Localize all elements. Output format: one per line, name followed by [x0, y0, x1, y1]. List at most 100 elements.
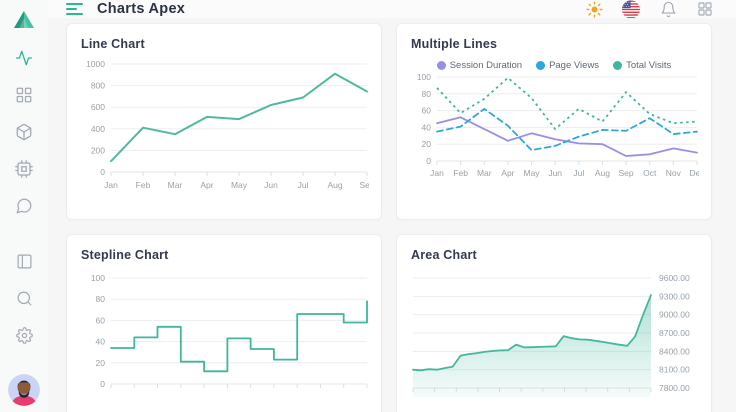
line-chart: 0 200 400 600 800 1000 Jan Feb Mar Apr May Jun Jul Au… — [81, 60, 369, 202]
svg-text:Nov: Nov — [666, 168, 682, 178]
sidebar — [0, 0, 48, 412]
card-title-line-chart: Line Chart — [81, 37, 145, 51]
svg-text:Feb: Feb — [453, 168, 468, 178]
svg-text:9000.00: 9000.00 — [659, 310, 690, 320]
svg-text:Jun: Jun — [264, 180, 278, 190]
svg-text:400: 400 — [91, 124, 105, 134]
legend-item[interactable]: Total Visits — [613, 60, 671, 71]
svg-text:600: 600 — [91, 102, 105, 112]
svg-text:0: 0 — [100, 379, 105, 389]
svg-text:Mar: Mar — [477, 168, 492, 178]
sidebar-item-chat[interactable] — [15, 197, 33, 215]
avatar-image — [8, 374, 40, 406]
multiple-lines-card: Multiple Lines Session Duration Page View… — [396, 23, 712, 220]
sidebar-item-charts[interactable] — [15, 49, 33, 67]
svg-text:8100.00: 8100.00 — [659, 365, 690, 375]
svg-text:40: 40 — [422, 122, 432, 132]
sidebar-panel-icon — [17, 254, 31, 268]
triangle-logo-icon — [14, 11, 34, 28]
card-title-multiple-lines: Multiple Lines — [411, 37, 498, 51]
sidebar-item-system[interactable] — [15, 160, 33, 178]
header-actions — [585, 0, 714, 18]
svg-text:9600.00: 9600.00 — [659, 273, 690, 283]
svg-text:Jan: Jan — [430, 168, 444, 178]
svg-text:80: 80 — [96, 294, 106, 304]
svg-text:60: 60 — [422, 106, 432, 116]
cpu-icon — [15, 160, 33, 178]
notifications-button[interactable] — [659, 0, 677, 18]
svg-text:200: 200 — [91, 145, 105, 155]
legend-label: Total Visits — [626, 60, 672, 71]
box-icon — [16, 123, 32, 141]
language-us-flag-icon — [622, 0, 640, 18]
card-title-stepline-chart: Stepline Chart — [81, 248, 169, 262]
theme-sun-icon — [585, 0, 603, 18]
svg-text:May: May — [524, 168, 541, 178]
top-header: Charts Apex — [48, 0, 736, 18]
svg-text:Apr: Apr — [200, 180, 213, 190]
svg-text:Jan: Jan — [104, 180, 118, 190]
user-avatar[interactable] — [8, 374, 40, 406]
svg-text:20: 20 — [422, 139, 432, 149]
settings-gear-icon — [15, 326, 33, 344]
apps-grid-icon — [698, 2, 712, 16]
language-selector[interactable] — [622, 0, 640, 18]
chart-legend: Session Duration Page Views Total Visits — [411, 60, 697, 71]
svg-text:20: 20 — [96, 358, 106, 368]
legend-marker-icon — [613, 61, 623, 70]
svg-text:0: 0 — [426, 156, 431, 166]
legend-marker-icon — [536, 61, 546, 70]
svg-text:Aug: Aug — [327, 180, 342, 190]
search-icon — [17, 291, 31, 305]
chat-bubble-icon — [16, 198, 32, 214]
sidebar-item-dashboard[interactable] — [15, 86, 33, 104]
settings-button[interactable] — [15, 326, 33, 344]
svg-text:0: 0 — [100, 167, 105, 177]
area-chart-card: Area Chart 7800.00 8100.00 8400.00 8700.00 9… — [396, 234, 712, 412]
legend-item[interactable]: Session Duration — [436, 60, 523, 71]
toggle-panel-button[interactable] — [15, 252, 33, 270]
svg-text:80: 80 — [422, 89, 432, 99]
svg-text:Jun: Jun — [548, 168, 562, 178]
multiple-lines-chart: 0 20 40 60 80 100 Jan Feb Mar Apr May Jun Jul Aug Sep O… — [411, 74, 699, 182]
svg-text:Oct: Oct — [643, 168, 657, 178]
theme-toggle-button[interactable] — [585, 0, 603, 18]
dashboard-grid-icon — [16, 87, 32, 103]
svg-text:8700.00: 8700.00 — [659, 328, 690, 338]
notifications-bell-icon — [661, 1, 675, 17]
svg-text:1000: 1000 — [86, 60, 105, 69]
svg-text:Aug: Aug — [595, 168, 610, 178]
svg-text:Jul: Jul — [298, 180, 309, 190]
stepline-chart-card: Stepline Chart 0 20 40 60 80 100 — [66, 234, 382, 412]
sidebar-item-components[interactable] — [15, 123, 33, 141]
svg-text:Feb: Feb — [136, 180, 151, 190]
hamburger-menu-icon[interactable] — [66, 3, 83, 15]
legend-label: Page Views — [549, 60, 600, 71]
svg-text:8400.00: 8400.00 — [659, 346, 690, 356]
main-area: Charts Apex — [48, 0, 736, 412]
svg-text:Sep: Sep — [359, 180, 369, 190]
legend-label: Session Duration — [449, 60, 523, 71]
svg-text:Mar: Mar — [168, 180, 183, 190]
svg-text:Apr: Apr — [501, 168, 514, 178]
svg-text:May: May — [231, 180, 248, 190]
apps-menu-button[interactable] — [696, 0, 714, 18]
svg-text:9300.00: 9300.00 — [659, 291, 690, 301]
svg-text:Jul: Jul — [573, 168, 584, 178]
svg-text:40: 40 — [96, 337, 106, 347]
sidebar-bottom — [8, 252, 40, 412]
legend-item[interactable]: Page Views — [536, 60, 599, 71]
app-logo[interactable] — [13, 0, 35, 40]
svg-text:7800.00: 7800.00 — [659, 383, 690, 393]
svg-text:100: 100 — [417, 74, 431, 82]
sidebar-nav — [15, 49, 33, 215]
search-button[interactable] — [15, 289, 33, 307]
svg-text:100: 100 — [91, 273, 105, 283]
svg-text:60: 60 — [96, 315, 106, 325]
page-title: Charts Apex — [97, 1, 186, 17]
svg-text:Sep: Sep — [619, 168, 634, 178]
activity-icon — [15, 50, 33, 66]
area-chart: 7800.00 8100.00 8400.00 8700.00 9000.00 9300.… — [411, 271, 697, 397]
card-title-area-chart: Area Chart — [411, 248, 477, 262]
